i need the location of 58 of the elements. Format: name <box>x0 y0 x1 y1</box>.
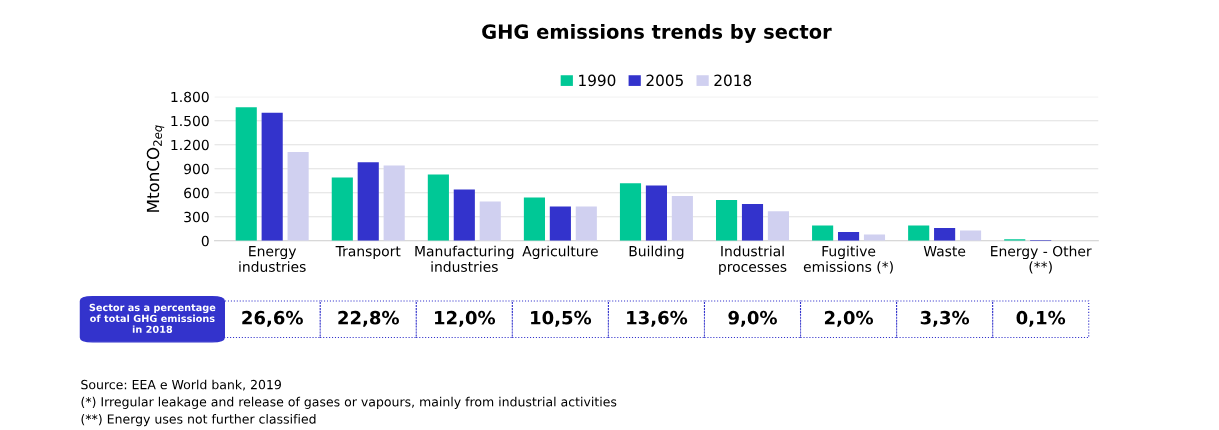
x-tick-label: Waste <box>923 246 966 257</box>
text: 22,8% <box>338 310 399 327</box>
y-tick-label: 0 <box>201 235 209 247</box>
bar <box>235 107 257 241</box>
bar <box>427 174 449 241</box>
text: 26,6% <box>242 310 303 327</box>
bar <box>575 206 597 241</box>
x-tick-label: Energy industries <box>239 246 306 272</box>
x-tick-label: Fugitive emissions (*) <box>803 245 893 274</box>
source-note: Source: EEA e World bank, 2019 <box>81 379 281 391</box>
y-tick-label: 1.200 <box>171 139 209 151</box>
chart-title: GHG emissions trends by sector <box>482 23 832 43</box>
legend-label: 2018 <box>714 74 752 87</box>
bar <box>837 232 860 241</box>
bar <box>479 201 501 241</box>
bar <box>715 199 738 241</box>
y-tick-label: 600 <box>184 187 209 199</box>
text: 10,5% <box>531 310 592 327</box>
bar <box>287 151 309 241</box>
bar <box>959 230 982 241</box>
bar <box>671 195 693 241</box>
bar <box>812 225 834 241</box>
bar <box>619 183 642 241</box>
y-tick-label: 900 <box>184 163 209 175</box>
text: 12,0% <box>435 310 496 327</box>
x-tick-label: Industrial processes <box>719 245 787 275</box>
bar <box>767 211 789 241</box>
text: Sector as a percentage of total GHG emissions in 2018 <box>89 303 216 333</box>
bar <box>523 197 545 241</box>
text: 3,3% <box>920 310 970 327</box>
text: (*) Irregular leakage and release of gases or vapours, mainly from industrial activities <box>81 396 617 409</box>
text: (**) Energy uses not further classified <box>81 414 316 427</box>
y-tick-label: 1.800 <box>171 91 209 103</box>
x-tick-label: Building <box>629 245 684 260</box>
text: 2,0% <box>824 310 874 327</box>
y-axis-title: MtonCO$_{2eq}$ <box>146 125 165 212</box>
bar <box>453 189 475 241</box>
bar <box>934 228 956 241</box>
bar <box>383 165 405 241</box>
y-tick-label: 1.500 <box>171 115 209 127</box>
text: 13,6% <box>627 310 688 327</box>
bar <box>261 112 283 241</box>
bar <box>863 234 886 241</box>
x-tick-label: Agriculture <box>522 245 598 260</box>
x-tick-label: Energy - Other (**) <box>991 245 1092 274</box>
bar <box>331 177 353 241</box>
bar <box>908 225 930 241</box>
legend-label: 2005 <box>646 74 683 87</box>
bar <box>741 203 764 241</box>
x-tick-label: Manufacturing industries <box>415 245 514 272</box>
y-tick-label: 300 <box>184 211 209 223</box>
bar <box>549 206 571 241</box>
legend-label: 1990 <box>579 74 616 87</box>
bar <box>357 162 379 241</box>
text: 0,1% <box>1016 310 1066 327</box>
text: 9,0% <box>728 310 777 327</box>
bar <box>645 185 667 241</box>
x-tick-label: Transport <box>335 246 401 260</box>
